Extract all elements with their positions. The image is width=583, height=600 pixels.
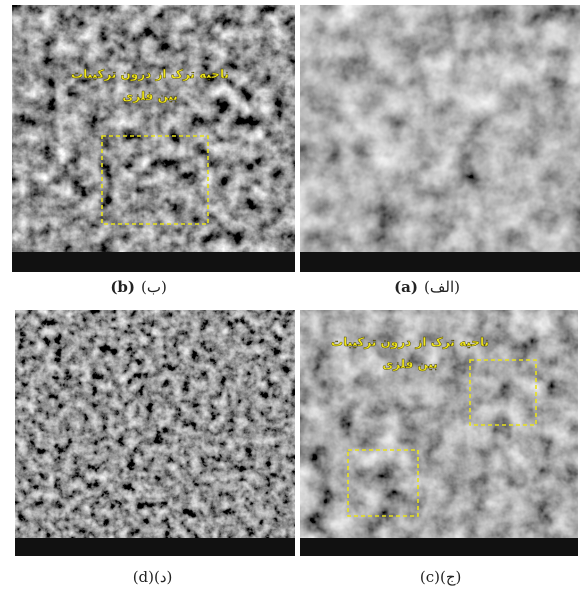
sem-image — [12, 5, 295, 252]
caption-en: (a) — [394, 278, 418, 296]
panel-d: (d) (د) — [15, 310, 295, 586]
info-bar — [12, 252, 295, 272]
info-bar — [15, 538, 295, 556]
panel-c: ناحیه ترک از درون ترکیبات بین فلزی (c) (… — [300, 310, 578, 586]
info-bar — [300, 538, 578, 556]
sem-image — [15, 310, 295, 538]
panel-a: (a) (الف) — [300, 5, 580, 296]
info-bar — [300, 252, 580, 272]
panel-b: ناحیه ترک از درون ترکیبات بین فلزی (b) (… — [12, 5, 295, 296]
annotation: ناحیه ترک از درون ترکیبات — [71, 67, 229, 82]
caption-fa: (ب) — [141, 278, 167, 296]
caption-fa: (ج) — [440, 568, 461, 586]
annotation: ناحیه ترک از درون ترکیبات — [331, 335, 489, 350]
annotation: بین فلزی — [122, 89, 178, 103]
figure: ناحیه ترک از درون ترکیبات بین فلزی (b) (… — [0, 0, 583, 600]
caption-en: (c) — [420, 568, 440, 586]
caption-en: (d) — [133, 568, 154, 586]
annotation: بین فلزی — [382, 357, 438, 371]
sem-image — [300, 5, 580, 252]
caption-fa: (د) — [154, 568, 172, 586]
caption-en: (b) — [110, 278, 135, 296]
caption-fa: (الف) — [424, 278, 460, 296]
